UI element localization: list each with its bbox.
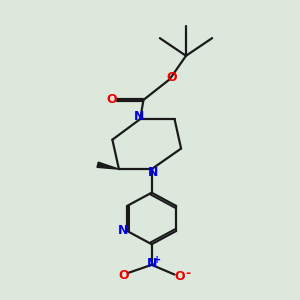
Text: O: O (118, 268, 129, 282)
Text: N: N (118, 224, 128, 238)
Text: N: N (146, 257, 157, 270)
Text: N: N (134, 110, 144, 123)
Text: O: O (106, 93, 117, 106)
Text: O: O (174, 270, 185, 283)
Text: +: + (154, 254, 162, 265)
Text: -: - (185, 267, 190, 280)
Text: O: O (166, 71, 177, 84)
Text: N: N (147, 167, 158, 179)
Polygon shape (97, 162, 119, 169)
